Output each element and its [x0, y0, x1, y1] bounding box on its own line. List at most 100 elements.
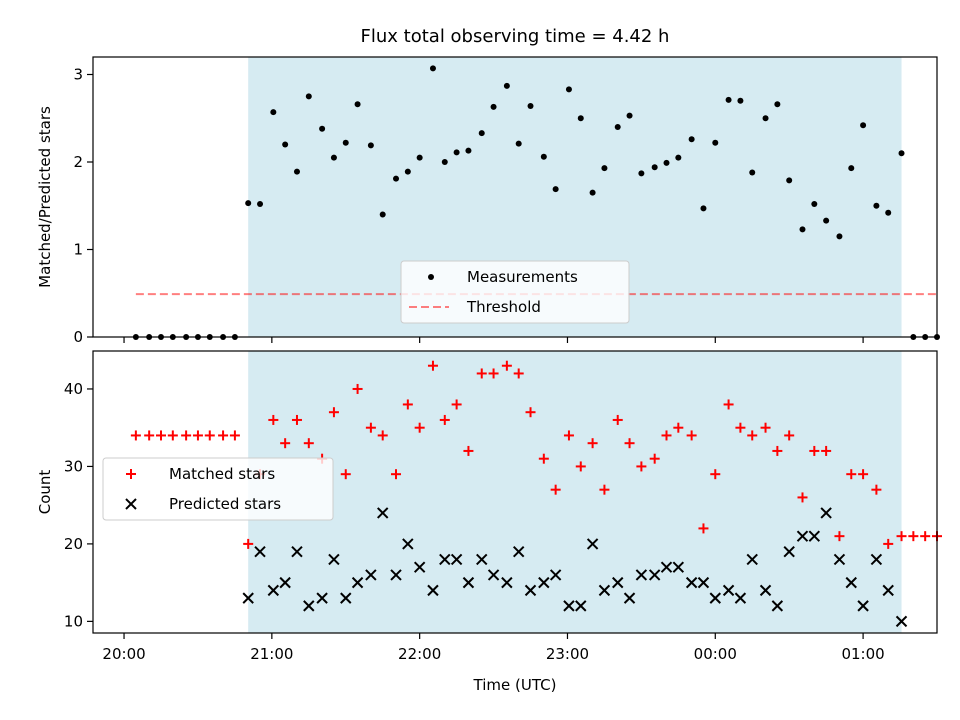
- x-marker-b: [623, 592, 636, 604]
- legend-box: [102, 457, 334, 521]
- data-point: [257, 201, 264, 207]
- data-point: [515, 140, 522, 147]
- x-marker-b: [402, 538, 414, 550]
- x-marker-b: [796, 530, 809, 542]
- x-marker-b: [870, 553, 883, 566]
- data-point: [340, 469, 351, 480]
- legend-handle-dot: [428, 274, 434, 280]
- data-point: [821, 445, 832, 456]
- data-point: [524, 584, 537, 597]
- data-point: [772, 445, 783, 456]
- data-point: [661, 430, 672, 441]
- data-point: [268, 414, 279, 425]
- x-marker-b: [487, 569, 500, 581]
- data-point: [465, 147, 472, 154]
- x-marker-b: [709, 592, 721, 604]
- data-point: [858, 469, 869, 480]
- x-marker-b: [439, 553, 451, 566]
- data-point: [871, 484, 882, 495]
- data-point: [722, 584, 735, 597]
- data-point: [503, 82, 510, 89]
- x-marker-b: [512, 545, 525, 558]
- data-point: [599, 484, 610, 495]
- data-point: [282, 141, 289, 148]
- x-marker-b: [450, 553, 463, 566]
- data-point: [612, 414, 623, 425]
- data-point: [896, 531, 907, 542]
- data-point: [771, 600, 784, 612]
- data-point: [565, 86, 572, 93]
- data-point: [660, 561, 673, 573]
- x-marker-b: [845, 576, 857, 589]
- x-marker-b: [635, 569, 648, 581]
- data-point: [920, 531, 931, 542]
- data-point: [575, 600, 587, 612]
- data-point: [636, 461, 647, 472]
- data-point: [488, 368, 499, 379]
- x-marker-b: [279, 576, 291, 589]
- data-point: [351, 576, 364, 589]
- x-marker-b: [586, 538, 599, 550]
- x-marker-b: [857, 600, 869, 612]
- data-point: [463, 445, 474, 456]
- data-point: [774, 101, 781, 108]
- data-point: [783, 545, 795, 558]
- data-point: [427, 360, 438, 371]
- data-point: [305, 93, 312, 100]
- x-marker-b: [476, 553, 488, 566]
- x-marker-b: [328, 553, 340, 566]
- data-point: [365, 569, 377, 581]
- data-point: [623, 592, 636, 604]
- data-point: [563, 600, 575, 612]
- data-point: [663, 159, 670, 166]
- x-marker-b: [538, 576, 550, 589]
- data-point: [797, 492, 808, 503]
- data-point: [377, 430, 388, 441]
- series-predicted-stars: [242, 507, 908, 628]
- x-marker-b: [462, 576, 475, 589]
- data-point: [746, 553, 758, 566]
- data-point: [672, 561, 685, 573]
- data-point: [439, 553, 451, 566]
- data-point: [303, 600, 315, 612]
- x-tick-label: 22:00: [398, 645, 441, 663]
- data-point: [697, 576, 710, 589]
- y-axis-label: Matched/Predicted stars: [36, 106, 54, 288]
- data-point: [402, 399, 413, 410]
- x-marker-b: [377, 507, 389, 519]
- data-point: [686, 430, 697, 441]
- data-point: [416, 154, 423, 161]
- x-marker-b: [549, 569, 562, 581]
- data-point: [279, 576, 291, 589]
- x-tick-label: 21:00: [250, 645, 293, 663]
- data-point: [649, 453, 660, 464]
- data-point: [737, 97, 744, 104]
- data-point: [319, 125, 326, 132]
- x-marker-b: [833, 553, 846, 566]
- data-point: [352, 383, 363, 394]
- data-point: [808, 530, 821, 542]
- x-marker-b: [734, 592, 747, 604]
- data-point: [685, 576, 698, 589]
- data-point: [414, 422, 425, 433]
- data-point: [340, 592, 352, 604]
- x-marker-b: [771, 600, 784, 612]
- data-point: [836, 233, 843, 240]
- data-point: [527, 103, 534, 109]
- data-point: [391, 469, 402, 480]
- y-tick-label: 30: [64, 457, 83, 475]
- data-point: [427, 584, 439, 597]
- data-point: [365, 422, 376, 433]
- data-point: [648, 569, 661, 581]
- data-point: [586, 538, 599, 550]
- data-point: [675, 154, 682, 161]
- y-tick-label: 2: [73, 153, 83, 171]
- data-point: [598, 584, 611, 597]
- data-point: [218, 430, 229, 441]
- data-point: [747, 430, 758, 441]
- x-marker-b: [722, 584, 735, 597]
- data-point: [833, 553, 846, 566]
- data-point: [501, 576, 513, 589]
- data-point: [155, 430, 166, 441]
- x-marker-b: [351, 576, 364, 589]
